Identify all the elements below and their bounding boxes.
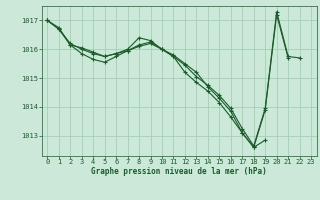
X-axis label: Graphe pression niveau de la mer (hPa): Graphe pression niveau de la mer (hPa): [91, 167, 267, 176]
